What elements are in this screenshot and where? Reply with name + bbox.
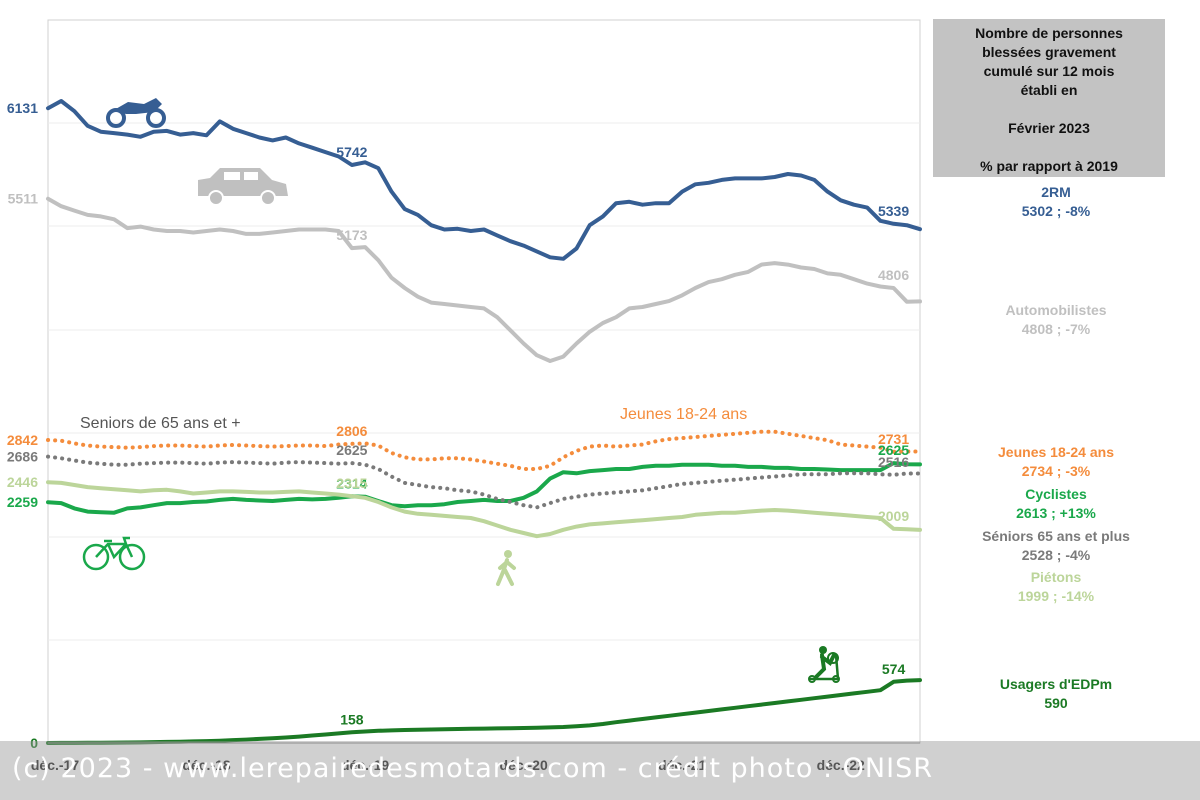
x-axis: déc.-17 déc.-18 déc.-19 déc.-20 déc.-21 déc.-… (31, 742, 920, 773)
bicycle-icon (82, 536, 146, 571)
data-label: 2686 (7, 449, 38, 465)
series-line (46, 454, 922, 510)
x-tick-label: déc.-17 (31, 757, 79, 773)
pedestrian-icon (496, 550, 516, 586)
data-label: 5742 (336, 144, 367, 160)
data-label: 2731 (878, 431, 909, 447)
legend-jeunes: Jeunes 18-24 ans (620, 406, 747, 423)
chart-inline-legend: Jeunes 18-24 ans Seniors de 65 ans et + (80, 406, 747, 432)
summary-name: Cyclistes (1025, 486, 1087, 502)
x-tick-label: déc.-22 (817, 757, 865, 773)
data-label: 5511 (8, 191, 39, 207)
series-line (46, 99, 922, 261)
summary-value: 4808 ; -7% (1021, 321, 1091, 337)
title-line: cumulé sur 12 mois (983, 63, 1115, 79)
summary-value: 590 (1044, 695, 1068, 711)
watermark-text: (c) 2023 - www.lerepairedesmotards.com -… (12, 753, 933, 784)
chart-data-labels: 6131 5742 5339 5511 5173 4806 2842 2806 2731 2259… (7, 100, 910, 751)
chart-title-box: Nombre de personnes blessées gravement c… (933, 19, 1165, 177)
motorcycle-icon (106, 98, 166, 128)
title-subtitle: % par rapport à 2019 (980, 158, 1118, 174)
summary-edpm: Usagers d'EDPm 590 (940, 675, 1172, 713)
summary-2rm: 2RM 5302 ; -8% (940, 183, 1172, 221)
chart-series (46, 99, 922, 745)
title-line (933, 138, 1165, 157)
summary-value: 2613 ; +13% (1016, 505, 1096, 521)
chart-grid (47, 19, 921, 744)
data-label: 4806 (878, 267, 909, 283)
legend-seniors: Seniors de 65 ans et + (80, 415, 241, 432)
data-label: 2259 (7, 494, 38, 510)
data-label: 5173 (336, 227, 367, 243)
plot-border (47, 19, 921, 744)
car-icon (198, 168, 288, 206)
series-line (46, 678, 922, 745)
summary-pietons: Piétons 1999 ; -14% (940, 568, 1172, 606)
data-label: 2315 (336, 475, 367, 491)
title-line: établi en (1020, 82, 1078, 98)
summary-name: Automobilistes (1005, 302, 1107, 318)
data-label: 158 (340, 711, 364, 727)
data-label: 2446 (7, 474, 38, 490)
x-tick-label: déc.-19 (341, 757, 389, 773)
summary-name: 2RM (1041, 184, 1071, 200)
data-label: 2842 (7, 432, 38, 448)
x-tick-label: déc.-21 (658, 757, 706, 773)
summary-value: 2734 ; -3% (1021, 463, 1091, 479)
data-label: 2625 (336, 442, 367, 458)
summary-automobilistes: Automobilistes 4808 ; -7% (940, 301, 1172, 339)
watermark-banner: (c) 2023 - www.lerepairedesmotards.com -… (0, 741, 1200, 800)
summary-value: 5302 ; -8% (1021, 203, 1091, 219)
data-label: 2314 (336, 475, 367, 491)
summary-cyclistes: Cyclistes 2613 ; +13% (940, 485, 1172, 523)
x-tick-label: déc.-20 (500, 757, 548, 773)
data-label: 2009 (878, 508, 909, 524)
summary-name: Jeunes 18-24 ans (998, 444, 1114, 460)
title-line (933, 100, 1165, 119)
data-label: 6131 (7, 100, 38, 116)
data-label: 574 (882, 661, 906, 677)
data-label: 0 (30, 735, 38, 751)
summary-value: 1999 ; -14% (1017, 588, 1095, 604)
series-line (46, 480, 922, 539)
data-label: 5339 (878, 203, 909, 219)
summary-name: Séniors 65 ans et plus (982, 528, 1130, 544)
title-date: Février 2023 (1008, 120, 1090, 136)
title-line: Nombre de personnes (975, 25, 1123, 41)
summary-name: Usagers d'EDPm (999, 676, 1113, 692)
x-tick-label: déc.-18 (182, 757, 230, 773)
summary-seniors: Séniors 65 ans et plus 2528 ; -4% (940, 527, 1172, 565)
series-line (46, 461, 922, 515)
title-line: blessées gravement (982, 44, 1116, 60)
summary-name: Piétons (1030, 569, 1082, 585)
summary-jeunes: Jeunes 18-24 ans 2734 ; -3% (940, 443, 1172, 481)
chart-icons (82, 98, 840, 683)
series-line (46, 196, 922, 363)
series-line (46, 429, 922, 471)
data-label: 2625 (878, 442, 909, 458)
scooter-icon (808, 646, 840, 683)
data-label: 2806 (336, 423, 367, 439)
data-label: 2516 (878, 454, 909, 470)
summary-value: 2528 ; -4% (1021, 547, 1091, 563)
